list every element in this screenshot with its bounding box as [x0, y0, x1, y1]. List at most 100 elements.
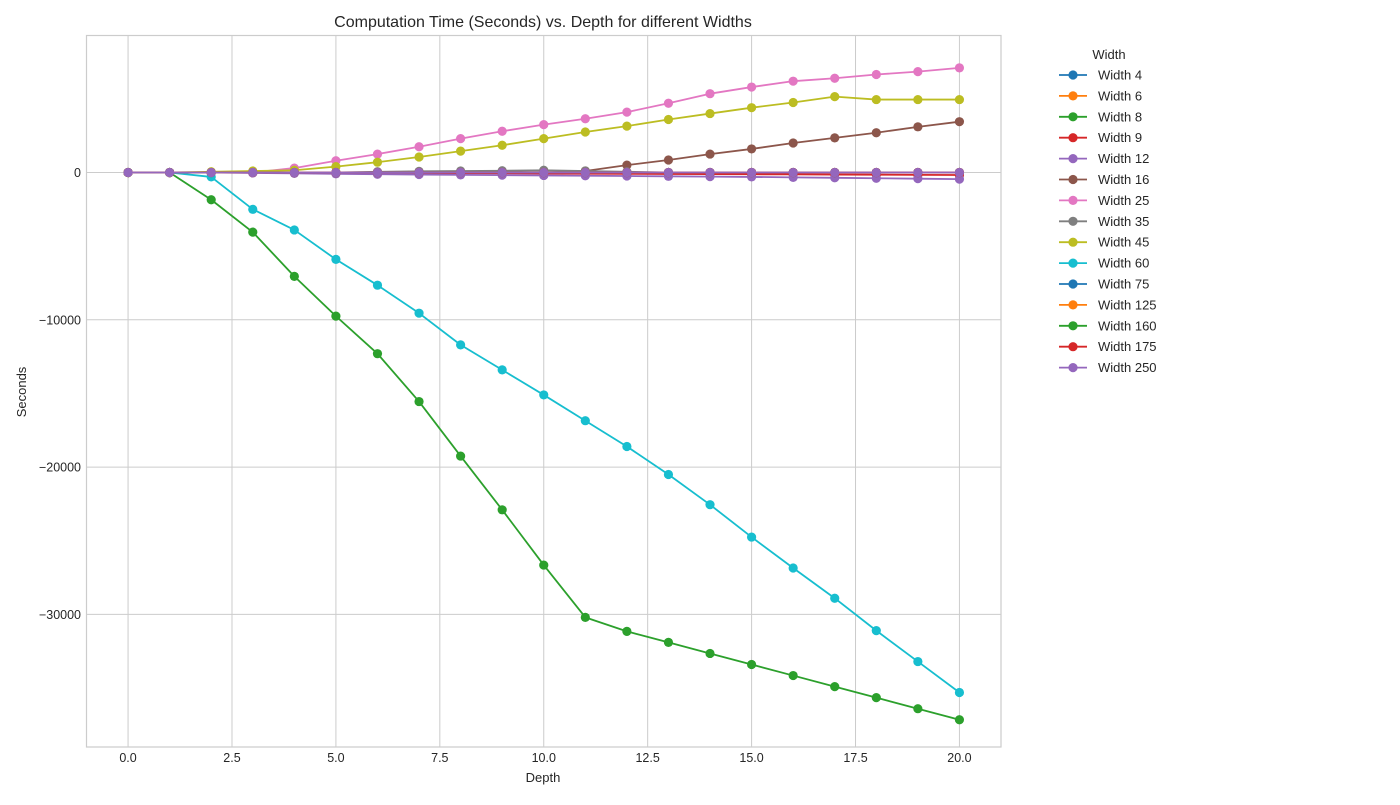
x-tick-label: 5.0	[327, 751, 344, 765]
data-point	[913, 94, 923, 105]
legend-marker	[1068, 174, 1078, 185]
legend: Width Width 4 Width 6 Width 8 Width 9 Width …	[1059, 47, 1157, 375]
legend-entry: Width 125	[1059, 297, 1157, 312]
data-point	[539, 167, 549, 178]
data-point	[830, 167, 840, 178]
data-point	[580, 127, 590, 137]
data-point	[871, 693, 881, 703]
data-point	[830, 682, 840, 692]
data-point	[954, 94, 965, 105]
data-point	[913, 656, 923, 667]
legend-entry: Width 16	[1059, 172, 1149, 187]
legend-label: Width 45	[1098, 235, 1149, 250]
data-point	[206, 167, 216, 178]
data-point	[871, 94, 881, 105]
data-point	[372, 280, 383, 290]
data-point	[289, 271, 299, 281]
legend-label: Width 25	[1098, 193, 1149, 208]
legend-label: Width 9	[1098, 130, 1142, 145]
data-point	[913, 122, 923, 132]
data-point	[414, 142, 424, 152]
data-point	[372, 157, 383, 167]
x-tick-label: 7.5	[431, 751, 448, 765]
data-point	[954, 687, 965, 698]
data-point	[539, 134, 549, 144]
data-point	[663, 98, 674, 108]
legend-marker	[1068, 112, 1078, 122]
x-tick-labels: 0.0 2.5 5.0 7.5 10.0 12.5 15.0 17.5 20.0	[119, 751, 971, 765]
x-tick-label: 15.0	[739, 751, 763, 765]
data-point	[456, 146, 466, 156]
chart-title: Computation Time (Seconds) vs. Depth for…	[334, 14, 752, 31]
data-point	[746, 659, 757, 670]
data-point	[788, 97, 798, 108]
data-point	[622, 107, 632, 117]
legend-label: Width 175	[1098, 339, 1157, 354]
data-point	[746, 82, 757, 92]
data-point	[248, 167, 258, 178]
data-point	[331, 167, 341, 178]
data-point	[497, 167, 507, 178]
data-point	[165, 167, 175, 178]
legend-marker	[1068, 70, 1078, 80]
legend-entry: Width 75	[1059, 277, 1149, 292]
data-point	[622, 121, 632, 131]
data-point	[705, 89, 715, 99]
data-point	[331, 254, 341, 265]
y-tick-labels: 0 −10000 −20000 −30000	[39, 166, 81, 622]
data-point	[372, 167, 383, 178]
data-point	[497, 126, 507, 136]
data-point	[705, 648, 715, 659]
legend-entry: Width 8	[1059, 109, 1142, 124]
y-tick-label: −20000	[39, 461, 81, 475]
legend-marker	[1068, 258, 1078, 268]
data-point	[788, 670, 798, 681]
legend-label: Width 16	[1098, 172, 1149, 187]
x-tick-label: 12.5	[635, 751, 659, 765]
y-tick-label: −10000	[39, 313, 81, 327]
legend-marker	[1068, 154, 1078, 164]
legend-marker	[1068, 342, 1078, 352]
legend-entry: Width 60	[1059, 256, 1149, 271]
data-point	[414, 308, 424, 318]
legend-marker	[1068, 216, 1078, 226]
data-point	[746, 103, 757, 113]
data-point	[497, 365, 507, 375]
legend-marker	[1068, 91, 1078, 101]
data-point	[372, 149, 383, 159]
legend-label: Width 75	[1098, 277, 1149, 292]
data-point	[580, 612, 590, 622]
data-point	[456, 134, 466, 144]
data-point	[954, 167, 965, 178]
data-point	[622, 167, 632, 178]
series-layer	[123, 63, 965, 725]
data-point	[414, 167, 424, 178]
legend-entry: Width 12	[1059, 151, 1149, 166]
data-point	[830, 593, 840, 603]
data-point	[746, 144, 757, 154]
legend-label: Width 60	[1098, 256, 1149, 271]
legend-marker	[1068, 279, 1078, 289]
legend-entry: Width 250	[1059, 360, 1157, 375]
data-point	[248, 204, 258, 214]
legend-label: Width 12	[1098, 151, 1149, 166]
data-point	[871, 626, 881, 636]
data-point	[913, 66, 923, 77]
data-point	[331, 311, 341, 321]
legend-marker	[1068, 237, 1078, 247]
legend-title: Width	[1092, 47, 1125, 62]
legend-label: Width 35	[1098, 214, 1149, 229]
data-point	[289, 167, 299, 178]
data-point	[830, 92, 840, 102]
data-point	[788, 563, 798, 573]
x-tick-label: 17.5	[843, 751, 867, 765]
data-point	[746, 167, 757, 178]
data-point	[954, 174, 965, 184]
legend-entry: Width 4	[1059, 68, 1142, 83]
data-point	[788, 167, 798, 178]
legend-label: Width 160	[1098, 318, 1157, 333]
data-point	[830, 73, 840, 83]
data-point	[705, 167, 715, 178]
data-point	[372, 349, 383, 359]
